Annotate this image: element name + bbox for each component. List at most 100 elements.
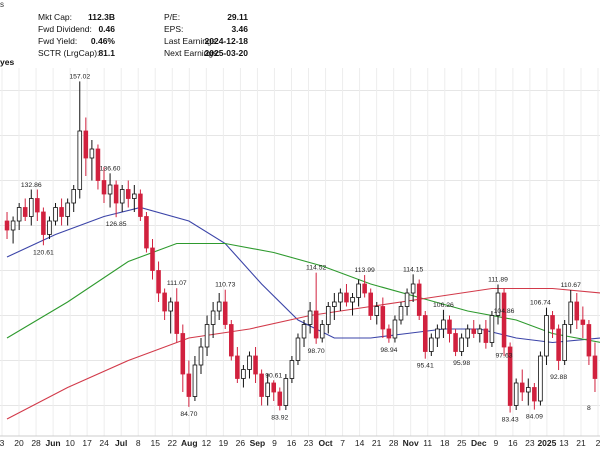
candle <box>441 309 446 338</box>
x-tick-label: 15 <box>151 438 161 448</box>
candle <box>204 315 210 356</box>
candle <box>459 333 464 356</box>
candle <box>477 324 483 343</box>
x-tick-label: 10 <box>65 438 75 448</box>
candle <box>307 302 313 334</box>
stat-label: EPS: <box>164 24 184 34</box>
candle <box>538 351 543 406</box>
candle <box>495 284 501 325</box>
candle <box>10 216 16 244</box>
x-tick-label: 16 <box>508 438 518 448</box>
candle <box>4 212 10 239</box>
x-tick-label: 28 <box>31 438 41 448</box>
candle <box>483 320 489 349</box>
price-annotation: 106.26 <box>433 302 454 309</box>
candle <box>489 311 495 347</box>
price-annotation: 97.63 <box>496 353 513 360</box>
x-tick-label: 3 <box>0 438 5 448</box>
candle <box>229 320 234 361</box>
ma-fast-line <box>6 206 600 344</box>
candle <box>95 144 101 190</box>
candle <box>422 311 428 359</box>
x-tick-label: 21 <box>576 438 586 448</box>
stat-label: Fwd Yield: <box>38 36 78 46</box>
candle <box>71 185 76 212</box>
x-tick-label: 26 <box>236 438 246 448</box>
stat-label: P/E: <box>164 12 181 22</box>
candle <box>107 173 113 208</box>
candle <box>28 189 34 226</box>
candle <box>556 324 561 371</box>
candle <box>550 311 555 338</box>
candle <box>222 289 228 329</box>
candle <box>592 342 598 392</box>
x-tick-label: 18 <box>440 438 450 448</box>
x-tick-label: 7 <box>340 438 345 448</box>
x-axis: 3 20 28 Jun 10 17 24 Jul 8 15 22 Aug 12 19 26 Sep 9 16 23 O… <box>0 435 600 448</box>
stat-value: 2025-03-20 <box>204 48 248 58</box>
candle <box>313 272 319 344</box>
candle <box>259 369 264 406</box>
candle <box>150 239 155 280</box>
candle <box>138 189 143 221</box>
candle <box>83 117 89 176</box>
x-tick-label: 19 <box>219 438 229 448</box>
candle <box>513 378 519 410</box>
candle <box>180 324 186 392</box>
x-tick-label: 2025 <box>537 438 556 448</box>
candle <box>574 293 580 329</box>
candle <box>580 306 586 338</box>
x-tick-label: Oct <box>318 438 332 448</box>
candle <box>519 369 525 401</box>
fundamentals-panel: s yes Mkt Cap: 112.3B Fwd Dividend: 0.46… <box>0 0 600 68</box>
stat-value: 3.46 <box>231 24 248 34</box>
price-annotation: 126.85 <box>106 221 127 228</box>
candle <box>47 216 52 239</box>
price-annotation: 92.88 <box>550 374 567 381</box>
candle <box>332 293 337 320</box>
candle <box>526 378 531 406</box>
price-annotation: 95.41 <box>417 363 434 370</box>
candle <box>174 288 180 343</box>
candle <box>350 293 355 316</box>
candle <box>532 383 537 410</box>
candle <box>568 289 574 334</box>
stat-label: Mkt Cap: <box>38 12 73 22</box>
price-annotation: 113.99 <box>354 267 375 274</box>
candle <box>301 320 307 347</box>
stat-value: 81.1 <box>98 48 115 58</box>
candle <box>447 315 452 343</box>
candle <box>380 297 386 338</box>
x-tick-label: Sep <box>250 438 266 448</box>
stat-value: 0.46% <box>90 36 115 46</box>
ma-mid-line <box>6 242 600 343</box>
x-tick-label: 11 <box>423 438 432 448</box>
candle <box>453 329 458 357</box>
stat-label: Fwd Dividend: <box>38 24 92 34</box>
x-tick-label: 8 <box>136 438 141 448</box>
price-annotations: 157.02 132.86 136.60 126.85 120.61 111.07 110.… <box>21 73 591 423</box>
x-tick-label: Jun <box>46 438 61 448</box>
stat-value: 0.46 <box>98 24 115 34</box>
x-tick-label: 21 <box>372 438 382 448</box>
candle <box>125 180 131 208</box>
candle <box>295 333 301 365</box>
candle <box>471 320 477 338</box>
price-annotation: 111.07 <box>167 280 187 287</box>
candle <box>132 185 137 212</box>
x-tick-label: 2 <box>596 438 600 448</box>
price-annotation: 90.61 <box>265 372 282 379</box>
candle <box>235 347 240 383</box>
candle <box>156 261 161 302</box>
candle <box>247 351 252 379</box>
candle <box>77 81 83 199</box>
candle <box>368 288 373 320</box>
x-tick-label: 14 <box>355 438 365 448</box>
price-annotation: 120.61 <box>33 249 54 256</box>
price-annotation: 132.86 <box>21 182 42 189</box>
candle <box>338 288 343 311</box>
candle <box>89 140 95 181</box>
price-annotation: 114.15 <box>403 266 424 273</box>
candle <box>271 380 277 401</box>
